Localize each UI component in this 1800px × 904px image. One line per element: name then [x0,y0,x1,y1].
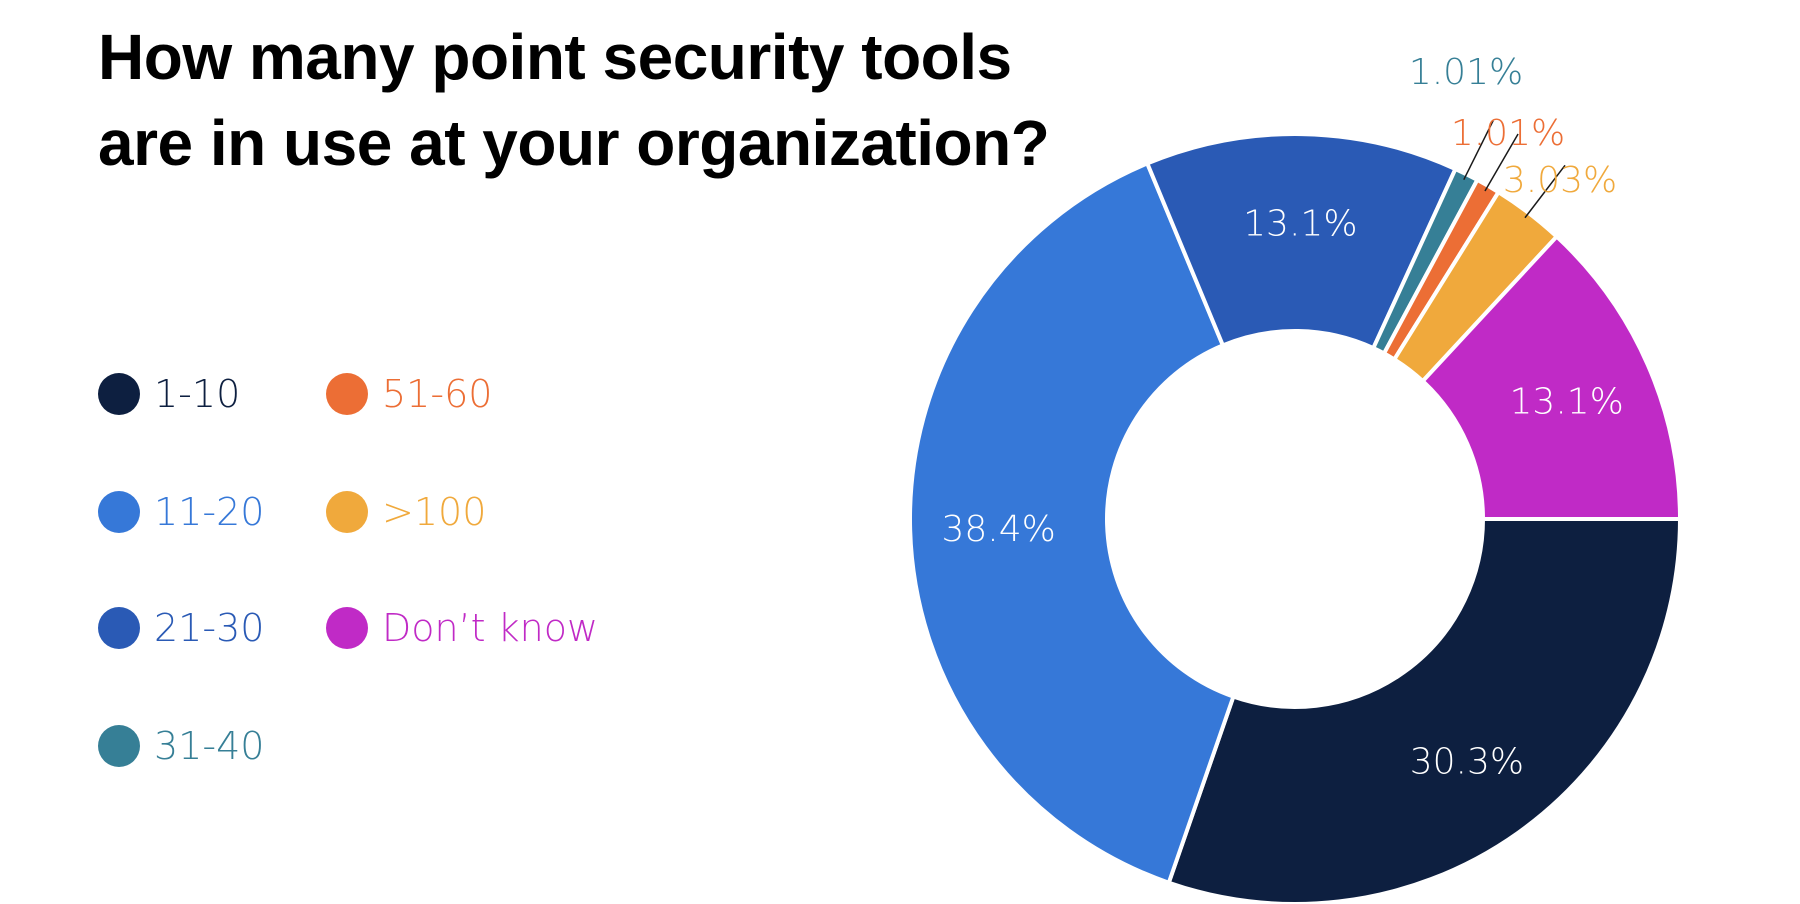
donut-slice [908,161,1236,885]
slice-data-label: 13.1% [1510,381,1624,422]
donut-slice [1145,132,1458,351]
legend-item: 1-10 [98,370,240,418]
legend-item: 21-30 [98,604,264,652]
legend-label: >100 [382,490,487,534]
legend-swatch [326,491,368,533]
slice-data-label: 30.3% [1410,742,1524,783]
label-leader-line [1484,133,1519,192]
chart-title-line-2: are in use at your organization? [98,107,1050,179]
legend-swatch [98,725,140,767]
legend-label: 51-60 [382,372,493,416]
legend-item: Don’t know [326,604,598,652]
chart-title-line-1: How many point security tools [98,21,1012,93]
legend-label: 31-40 [154,724,265,768]
chart-legend: 1-10 11-20 21-30 31-40 51-60 >100 Don’t know [98,370,658,770]
legend-swatch [98,607,140,649]
legend-label: 11-20 [154,490,265,534]
legend-label: 21-30 [154,606,265,650]
label-leader-line [1463,120,1494,180]
slice-data-label: 1.01% [1451,113,1565,154]
donut-slice [1166,517,1682,904]
legend-swatch [326,607,368,649]
chart-title: How many point security tools are in use… [98,14,1198,186]
slice-data-label: 3.03% [1503,160,1617,201]
donut-slice [1420,234,1682,521]
label-leader-line [1524,164,1566,219]
legend-swatch [98,373,140,415]
legend-item: >100 [326,488,486,536]
legend-item: 51-60 [326,370,492,418]
legend-label: Don’t know [382,606,599,650]
slice-data-label: 13.1% [1243,204,1357,245]
slice-data-label: 38.4% [941,509,1055,550]
legend-swatch [98,491,140,533]
legend-swatch [326,373,368,415]
slice-data-label: 1.01% [1409,52,1523,93]
legend-label: 1-10 [154,372,241,416]
legend-item: 11-20 [98,488,264,536]
legend-item: 31-40 [98,722,264,770]
